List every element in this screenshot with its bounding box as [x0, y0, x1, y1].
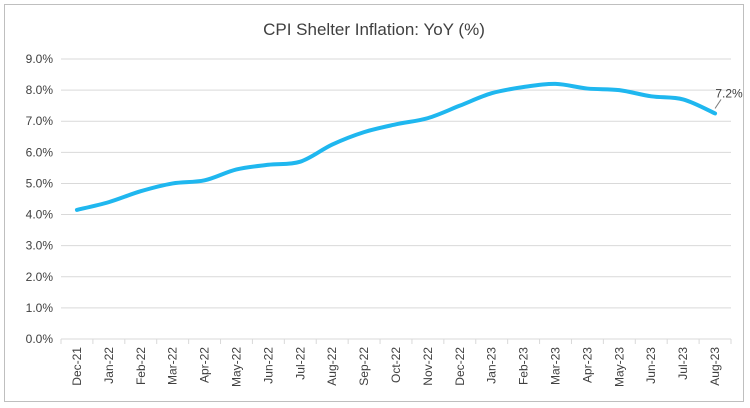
y-tick-label: 1.0% — [26, 301, 54, 315]
x-tick-label: May-23 — [612, 347, 626, 387]
x-tick-label: Aug-22 — [325, 347, 339, 386]
x-tick-label: Jan-22 — [102, 347, 116, 384]
y-tick-label: 4.0% — [26, 208, 54, 222]
x-tick-label: May-22 — [229, 347, 243, 387]
y-tick-label: 9.0% — [26, 52, 54, 66]
x-tick-label: Jan-23 — [485, 347, 499, 384]
y-tick-label: 0.0% — [26, 332, 54, 346]
y-tick-label: 6.0% — [26, 145, 54, 159]
x-tick-label: Mar-23 — [549, 347, 563, 385]
x-tick-label: Jun-22 — [261, 347, 275, 384]
x-tick-label: Jun-23 — [644, 347, 658, 384]
x-tick-label: Apr-23 — [580, 347, 594, 383]
x-tick-label: Jul-23 — [676, 347, 690, 380]
y-tick-label: 7.0% — [26, 114, 54, 128]
x-tick-label: Apr-22 — [198, 347, 212, 383]
x-tick-label: Aug-23 — [708, 347, 722, 386]
annotation-leader — [714, 99, 722, 109]
line-chart: CPI Shelter Inflation: YoY (%) 0.0% 1.0% 2… — [26, 20, 743, 387]
chart-frame: CPI Shelter Inflation: YoY (%) 0.0% 1.0% 2… — [4, 4, 744, 402]
y-tick-label: 5.0% — [26, 176, 54, 190]
series-line — [74, 81, 718, 212]
data-label: 7.2% — [715, 86, 743, 100]
y-tick-label: 8.0% — [26, 83, 54, 97]
x-tick-label: Feb-22 — [134, 347, 148, 385]
x-tick-label: Dec-21 — [70, 347, 84, 386]
chart-title: CPI Shelter Inflation: YoY (%) — [263, 20, 485, 39]
x-tick-label: Mar-22 — [166, 347, 180, 385]
x-tick-label: Feb-23 — [517, 347, 531, 385]
y-tick-label: 2.0% — [26, 270, 54, 284]
y-tick-label: 3.0% — [26, 239, 54, 253]
x-tick-label: Nov-22 — [421, 347, 435, 386]
x-tick-label: Sep-22 — [357, 347, 371, 386]
x-tick-label: Jul-22 — [293, 347, 307, 380]
x-tick-label: Oct-22 — [389, 347, 403, 383]
x-tick-label: Dec-22 — [453, 347, 467, 386]
